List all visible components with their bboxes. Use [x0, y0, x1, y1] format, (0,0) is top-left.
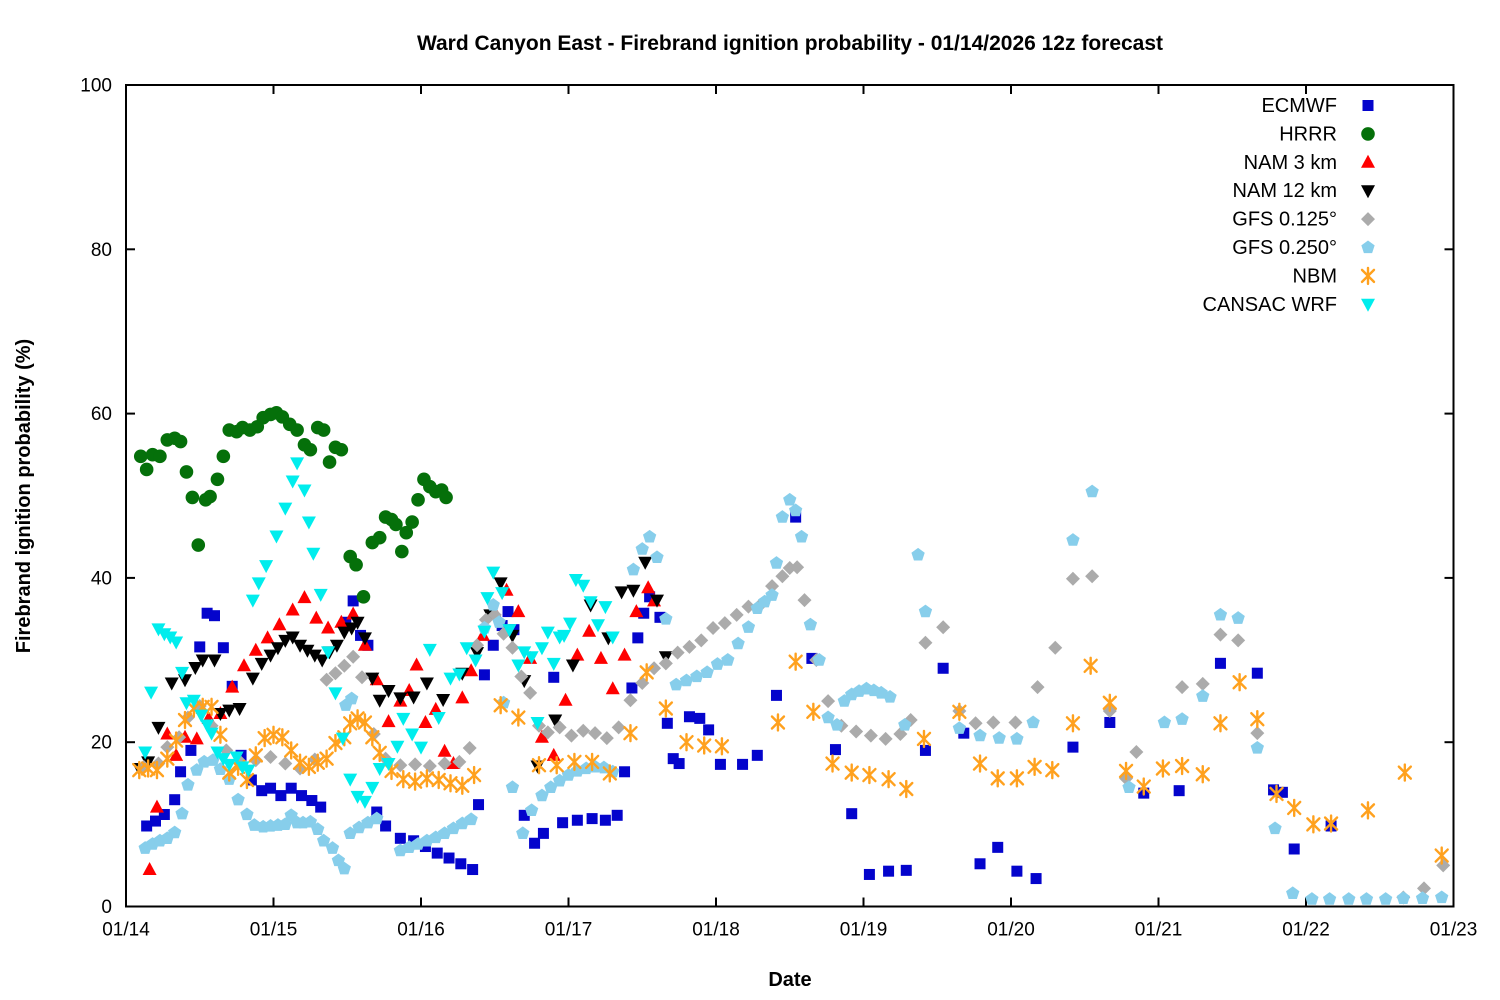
y-tick-label: 100 [80, 76, 112, 97]
x-tick-label: 01/15 [250, 920, 298, 941]
legend-label: NAM 12 km [1233, 180, 1337, 202]
x-tick-label: 01/21 [1135, 920, 1183, 941]
x-axis-title: Date [768, 969, 811, 991]
legend: ECMWF HRRR NAM 3 km NAM 12 km GFS 0.125° GFS … [1203, 95, 1376, 316]
legend-label: GFS 0.125° [1232, 209, 1337, 231]
y-tick-label: 40 [91, 568, 112, 589]
y-tick-label: 60 [91, 404, 112, 425]
y-axis-title: Firebrand ignition probability (%) [13, 339, 35, 653]
series-nbm [132, 652, 1449, 865]
x-axis: 01/14 01/15 01/16 01/17 01/18 01/19 01/20 01/21… [102, 85, 1477, 941]
x-tick-label: 01/17 [545, 920, 593, 941]
series-cansac-wrf [138, 457, 620, 809]
legend-label: NBM [1293, 265, 1337, 287]
legend-label: ECMWF [1261, 95, 1337, 117]
plot-area: 01/14 01/15 01/16 01/17 01/18 01/19 01/20 01/21… [80, 76, 1477, 941]
legend-label: GFS 0.250° [1232, 237, 1337, 259]
y-tick-label: 80 [91, 240, 112, 261]
legend-label: NAM 3 km [1244, 152, 1337, 174]
x-tick-label: 01/23 [1430, 920, 1478, 941]
y-axis: 0 20 40 60 80 100 [80, 76, 1454, 918]
x-tick-label: 01/14 [102, 920, 150, 941]
plot-border [125, 84, 1455, 908]
legend-label: CANSAC WRF [1203, 294, 1337, 316]
series-hrrr [133, 405, 453, 604]
series-nam-3-km [142, 580, 662, 876]
x-tick-label: 01/22 [1282, 920, 1330, 941]
x-tick-label: 01/20 [987, 920, 1035, 941]
x-tick-label: 01/19 [840, 920, 888, 941]
y-tick-label: 20 [91, 733, 112, 754]
y-tick-label: 0 [101, 897, 112, 918]
legend-label: HRRR [1279, 123, 1337, 145]
x-tick-label: 01/18 [692, 920, 740, 941]
series-ecmwf [141, 511, 1337, 885]
chart-title: Ward Canyon East - Firebrand ignition pr… [417, 32, 1163, 55]
x-tick-label: 01/16 [397, 920, 445, 941]
